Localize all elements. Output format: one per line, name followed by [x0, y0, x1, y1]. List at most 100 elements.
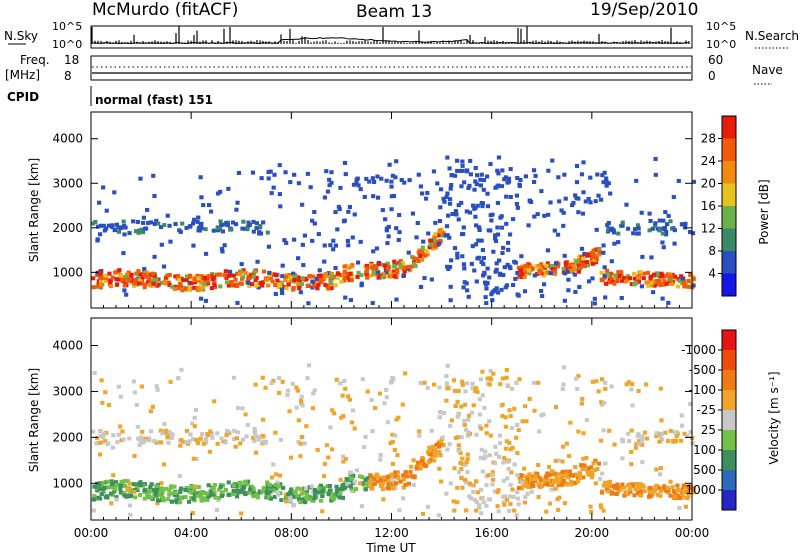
data-cell: [152, 222, 157, 227]
data-cell: [348, 298, 354, 303]
data-cell: [98, 223, 103, 228]
data-cell: [555, 264, 560, 269]
data-cell: [292, 172, 297, 177]
data-cell: [653, 156, 658, 161]
data-cell: [461, 225, 466, 230]
data-cell: [588, 504, 593, 509]
colorbar-tick-label: 4: [708, 267, 716, 281]
data-cell: [320, 493, 325, 498]
data-cell: [143, 226, 149, 231]
data-cell: [210, 492, 215, 497]
data-cell: [98, 429, 103, 434]
data-cell: [478, 183, 483, 188]
colorbar-swatch: [722, 450, 736, 470]
data-cell: [581, 456, 586, 461]
data-cell: [526, 223, 531, 228]
data-cell: [417, 433, 422, 438]
data-cell: [555, 477, 560, 482]
data-cell: [691, 283, 696, 288]
data-cell: [375, 174, 380, 179]
data-cell: [92, 494, 97, 499]
data-cell: [478, 455, 483, 460]
data-cell: [540, 294, 545, 299]
data-cell: [666, 300, 671, 305]
data-cell: [664, 488, 669, 493]
data-cell: [364, 263, 370, 268]
data-cell: [355, 260, 361, 265]
data-cell: [514, 435, 519, 440]
data-cell: [663, 210, 668, 215]
data-cell: [665, 438, 671, 443]
data-cell: [148, 220, 154, 225]
data-cell: [261, 220, 266, 225]
data-cell: [374, 472, 380, 477]
data-cell: [620, 220, 625, 225]
data-cell: [437, 415, 442, 420]
data-cell: [327, 177, 332, 182]
data-cell: [360, 481, 365, 486]
data-cell: [571, 263, 576, 268]
data-cell: [275, 492, 280, 497]
data-cell: [255, 495, 261, 500]
data-cell: [333, 492, 338, 497]
data-cell: [372, 406, 378, 411]
data-cell: [379, 176, 384, 181]
data-cell: [592, 296, 597, 301]
data-cell: [345, 238, 350, 243]
data-cell: [340, 495, 346, 500]
data-cell: [539, 288, 544, 293]
data-cell: [209, 286, 214, 291]
data-cell: [224, 275, 229, 280]
data-cell: [653, 221, 658, 226]
data-cell: [100, 486, 105, 491]
data-cell: [687, 229, 693, 234]
data-cell: [212, 280, 217, 285]
data-cell: [92, 370, 97, 375]
data-cell: [343, 172, 348, 177]
data-cell: [351, 182, 357, 187]
data-cell: [349, 278, 354, 283]
data-cell: [630, 403, 635, 408]
data-cell: [471, 489, 476, 494]
y-tick-label: 1000: [52, 265, 83, 279]
data-cell: [365, 275, 370, 280]
data-cell: [235, 430, 240, 435]
data-cell: [109, 479, 114, 484]
data-cell: [441, 410, 447, 415]
data-cell: [260, 489, 265, 494]
data-cell: [589, 465, 594, 470]
data-cell: [147, 487, 152, 492]
data-cell: [190, 490, 195, 495]
data-cell: [288, 455, 294, 460]
data-cell: [136, 482, 141, 487]
data-cell: [210, 277, 215, 282]
data-cell: [499, 184, 504, 189]
data-cell: [474, 508, 479, 513]
data-cell: [636, 432, 641, 437]
data-cell: [546, 464, 552, 469]
data-cell: [580, 258, 586, 263]
data-cell: [142, 267, 147, 272]
colorbar-swatch: [722, 410, 736, 430]
data-cell: [463, 427, 469, 432]
data-cell: [197, 287, 202, 292]
data-cell: [332, 411, 337, 416]
data-cell: [245, 479, 251, 484]
data-cell: [676, 178, 681, 183]
data-cell: [152, 254, 157, 259]
data-cell: [268, 169, 273, 174]
data-cell: [664, 281, 669, 286]
x-tick-label: 08:00: [274, 526, 309, 540]
data-cell: [532, 273, 537, 278]
data-cell: [157, 490, 162, 495]
data-cell: [546, 212, 551, 217]
data-cell: [278, 204, 283, 209]
data-cell: [479, 487, 484, 492]
data-cell: [541, 273, 547, 278]
beam-label: Beam 13: [356, 2, 432, 22]
data-cell: [98, 278, 104, 283]
data-cell: [403, 470, 408, 475]
data-cell: [242, 490, 247, 495]
data-cell: [516, 502, 521, 507]
data-cell: [537, 429, 542, 434]
